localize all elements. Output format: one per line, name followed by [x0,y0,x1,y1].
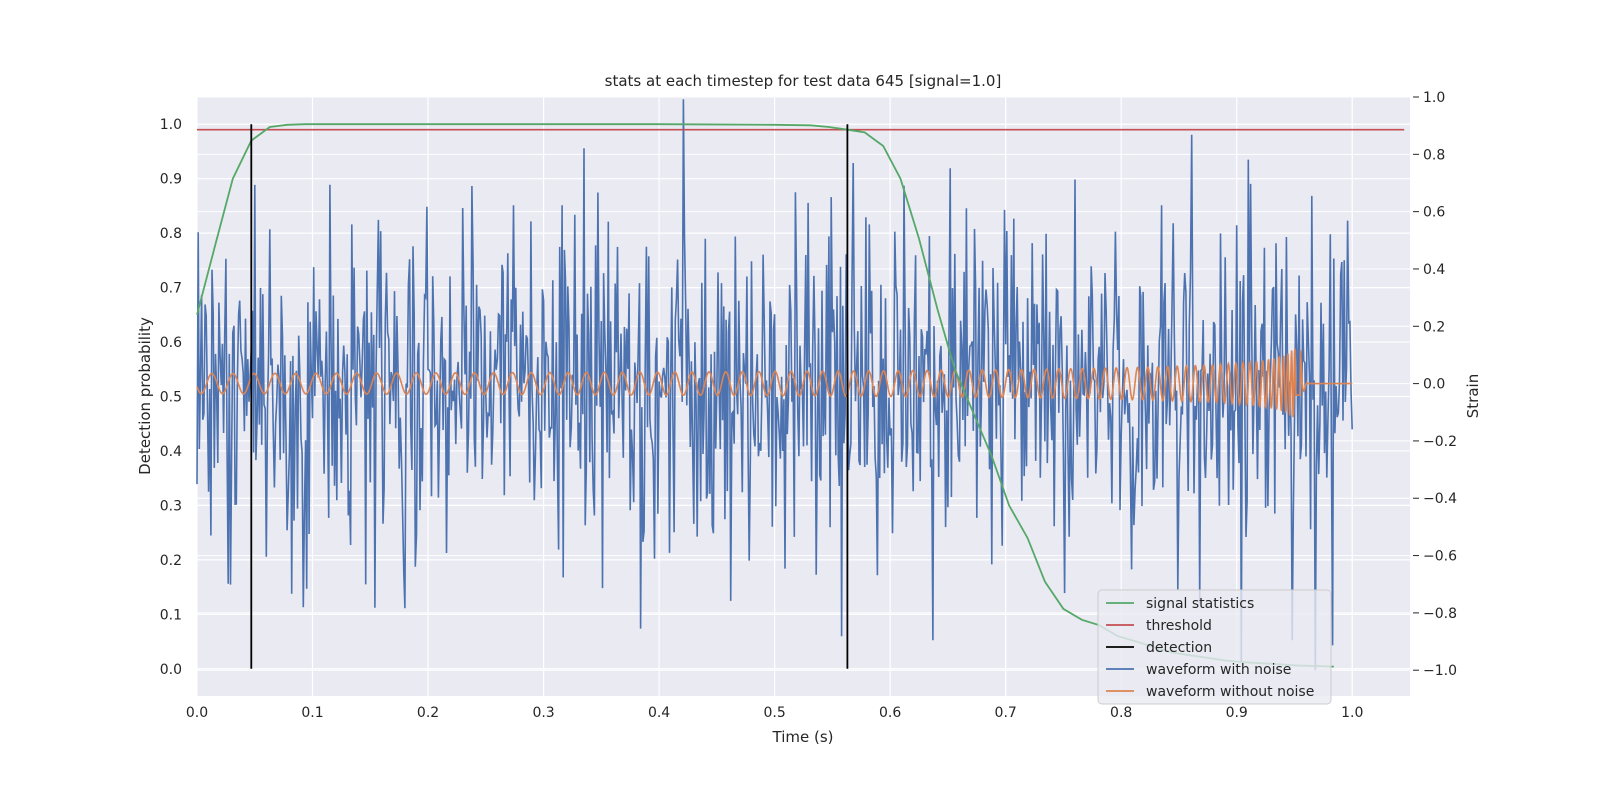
y-tick-label: 0.7 [160,281,182,297]
y2-tick-label: 0.4 [1423,262,1445,278]
x-tick-label: 0.8 [1110,705,1132,721]
x-tick-label: 0.2 [417,705,439,721]
y-ticks: 0.0 0.1 0.2 0.3 0.4 0.5 0.6 0.7 0.8 0.9 1.0 [160,117,182,678]
legend-label-threshold: threshold [1146,618,1212,634]
legend-label-detection: detection [1146,640,1212,656]
x-tick-label: 0.0 [186,705,208,721]
y2-axis-label: Strain [1464,374,1482,418]
y-axis-label: Detection probability [136,317,154,475]
x-tick-label: 1.0 [1341,705,1363,721]
x-tick-label: 0.4 [648,705,670,721]
legend-label-waveform-with-noise: waveform with noise [1146,662,1291,678]
y2-tick-label: 0.0 [1423,377,1445,393]
x-tick-label: 0.5 [763,705,785,721]
legend-box [1097,589,1332,705]
y-tick-label: 0.3 [160,498,182,514]
grid [196,96,1410,696]
y-tick-label: 0.1 [160,607,182,623]
y-tick-label: 0.6 [160,335,182,351]
series-layer [196,99,1405,671]
x-tick-label: 0.3 [532,705,554,721]
series-waveform-without-noise [196,348,1353,418]
legend: signal statistics threshold detection wa… [1097,589,1332,705]
x-ticks: 0.0 0.1 0.2 0.3 0.4 0.5 0.6 0.7 0.8 0.9 1.0 [186,705,1364,721]
x-tick-label: 0.7 [995,705,1017,721]
y-tick-label: 1.0 [160,117,182,133]
y-tick-label: 0.2 [160,553,182,569]
series-waveform-with-noise [196,99,1353,671]
y2-tick-label: −1.0 [1423,663,1457,679]
y2-tick-label: 0.8 [1423,147,1445,163]
y2-tick-label: 0.2 [1423,319,1445,335]
y-tick-label: 0.5 [160,390,182,406]
y2-tick-label: −0.6 [1423,549,1457,565]
y-tick-label: 0.0 [160,662,182,678]
legend-label-signal-statistics: signal statistics [1146,596,1254,612]
y-tick-label: 0.4 [160,444,182,460]
y-tick-label: 0.8 [160,226,182,242]
legend-label-waveform-without-noise: waveform without noise [1146,684,1314,700]
x-tick-label: 0.6 [879,705,901,721]
y2-ticks: −1.0 −0.8 −0.6 −0.4 −0.2 0.0 0.2 0.4 0.6 0.8 1.0 [1413,90,1457,679]
y2-tick-label: −0.2 [1423,434,1457,450]
y2-tick-label: −0.8 [1423,606,1457,622]
chart-title: stats at each timestep for test data 645… [605,72,1002,90]
x-tick-label: 0.9 [1226,705,1248,721]
x-tick-label: 0.1 [301,705,323,721]
y2-tick-label: 0.6 [1423,205,1445,221]
y2-tick-label: 1.0 [1423,90,1445,106]
y2-tick-label: −0.4 [1423,491,1457,507]
y-tick-label: 0.9 [160,172,182,188]
x-axis-label: Time (s) [772,728,834,746]
